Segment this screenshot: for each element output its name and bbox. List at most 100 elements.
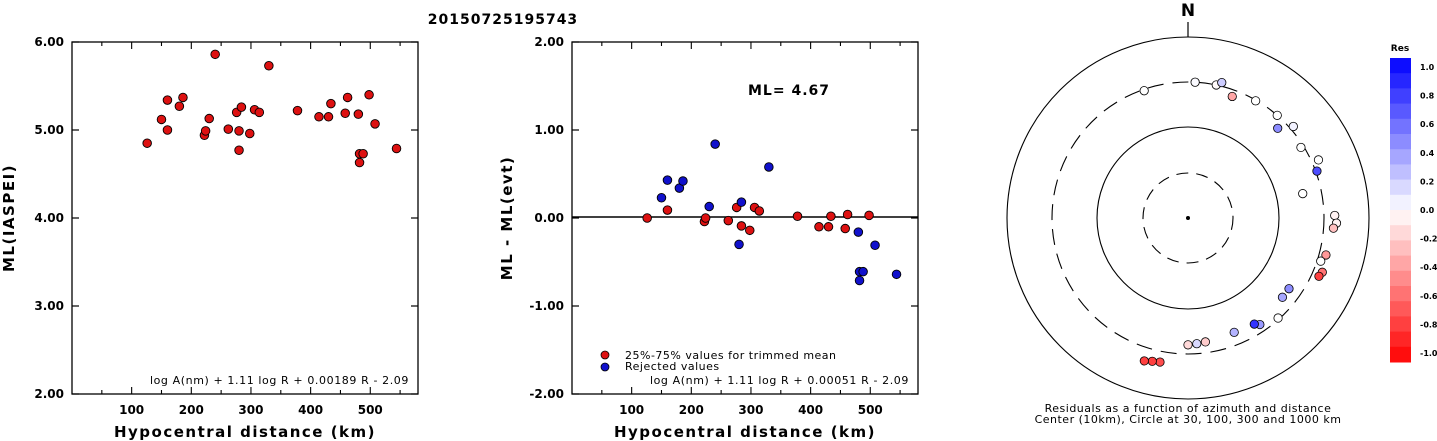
rejected-point [734,239,744,250]
rejected-point [891,269,902,280]
data-point [234,145,244,155]
rejected-point [870,240,880,251]
data-point [223,124,234,134]
legend: 25%-75% values for trimmed mean Rejected… [600,349,836,373]
colorbar-cell [1390,134,1411,150]
colorbar-cell [1390,164,1411,181]
x-tick-label: 200 [179,403,204,417]
rejected-point [656,193,667,203]
data-point [245,128,255,139]
residual-colorbar: Res 1.0 0.8 0.6 0.4 0.2 0.0 -0.2 -0.4 -0.6 -0.8 -1… [1390,44,1437,363]
north-label: N [1181,1,1195,21]
colorbar-tick-label: 0.4 [1420,149,1435,158]
x-tick-label: 400 [298,403,323,417]
station-point [1288,121,1298,132]
legend-label-rejected: Rejected values [625,360,720,373]
colorbar-cell [1390,73,1411,89]
x-tick-label: 300 [738,403,763,417]
kept-point [700,213,711,223]
station-point [1321,250,1331,260]
station-point [1147,356,1157,366]
data-point [314,112,324,122]
station-point [1316,256,1326,266]
kept-point [662,205,673,215]
y-tick-label: 4.00 [34,211,64,225]
rejected-point [854,275,865,286]
y-axis-ticks: -2.00 -1.00 0.00 1.00 2.00 [529,35,918,401]
kept-point [754,206,765,216]
x-axis-ticks: 100 200 300 400 500 [101,42,401,417]
rejected-point [853,227,864,237]
x-axis-ticks: 100 200 300 400 500 [601,42,901,417]
station-point [1313,155,1324,165]
kept-point [823,222,834,232]
station-point [1298,189,1308,199]
station-point [1200,337,1211,347]
rejected-point [764,162,774,172]
colorbar-cells [1390,58,1411,363]
data-point [204,113,214,124]
x-tick-label: 100 [619,403,644,417]
center-marker [1186,216,1190,220]
colorbar-ticks: 1.0 0.8 0.6 0.4 0.2 0.0 -0.2 -0.4 -0.6 -0.8 -1.0 [1420,63,1437,358]
x-axis-label: Hypocentral distance (km) [614,423,876,441]
data-point [370,119,380,129]
colorbar-cell [1390,316,1411,333]
legend-marker-kept [600,350,610,360]
station-point [1277,292,1288,302]
data-points [642,139,902,286]
data-point [174,101,185,111]
legend-marker-rejected [600,362,610,372]
colorbar-cell [1390,179,1411,196]
magnitude-formula: log A(nm) + 1.11 log R + 0.00051 R - 2.0… [650,374,909,387]
data-point [254,107,265,118]
station-point [1139,356,1149,366]
station-point [1251,96,1261,106]
colorbar-tick-label: 1.0 [1420,63,1435,72]
ring-300km [1051,81,1325,355]
kept-point [736,221,747,231]
y-tick-label: 1.00 [534,123,564,137]
colorbar-tick-label: 0.0 [1420,206,1435,215]
y-tick-label: -2.00 [529,387,564,401]
rejected-point [662,175,673,185]
station-point [1249,319,1259,329]
colorbar-cell [1390,240,1411,257]
data-point [200,126,211,136]
y-tick-label: 2.00 [34,387,64,401]
data-point [292,105,303,116]
station-point [1328,223,1339,233]
data-point [264,61,274,71]
colorbar-cell [1390,346,1411,363]
colorbar-cell [1390,88,1411,105]
kept-point [840,223,850,234]
station-point [1217,77,1227,88]
y-axis-ticks: 2.00 3.00 4.00 5.00 6.00 [34,35,418,401]
colorbar-cell [1390,286,1411,302]
ring-30km [1142,172,1234,264]
colorbar-cell [1390,103,1411,120]
rejected-point [704,201,714,212]
y-tick-label: -1.00 [529,299,564,313]
y-tick-label: 6.00 [34,35,64,49]
colorbar-cell [1390,118,1411,135]
colorbar-cell [1390,255,1411,272]
kept-point [723,215,734,226]
colorbar-cell [1390,58,1411,74]
panel-azimuth-map: N Residuals as a function of azimuth and… [1006,1,1437,426]
rejected-point [858,266,868,277]
station-residual-points [1139,77,1342,367]
station-point [1155,357,1165,367]
y-axis-label: ML - ML(evt) [498,156,516,280]
station-point [1312,166,1322,176]
data-point [162,95,173,105]
colorbar-tick-label: -0.8 [1420,320,1437,329]
rejected-point [678,176,688,186]
rejected-point [710,139,720,149]
station-point [1229,327,1239,337]
data-point [358,149,368,159]
data-point [156,114,167,125]
station-point [1183,340,1193,350]
data-point [178,92,188,103]
